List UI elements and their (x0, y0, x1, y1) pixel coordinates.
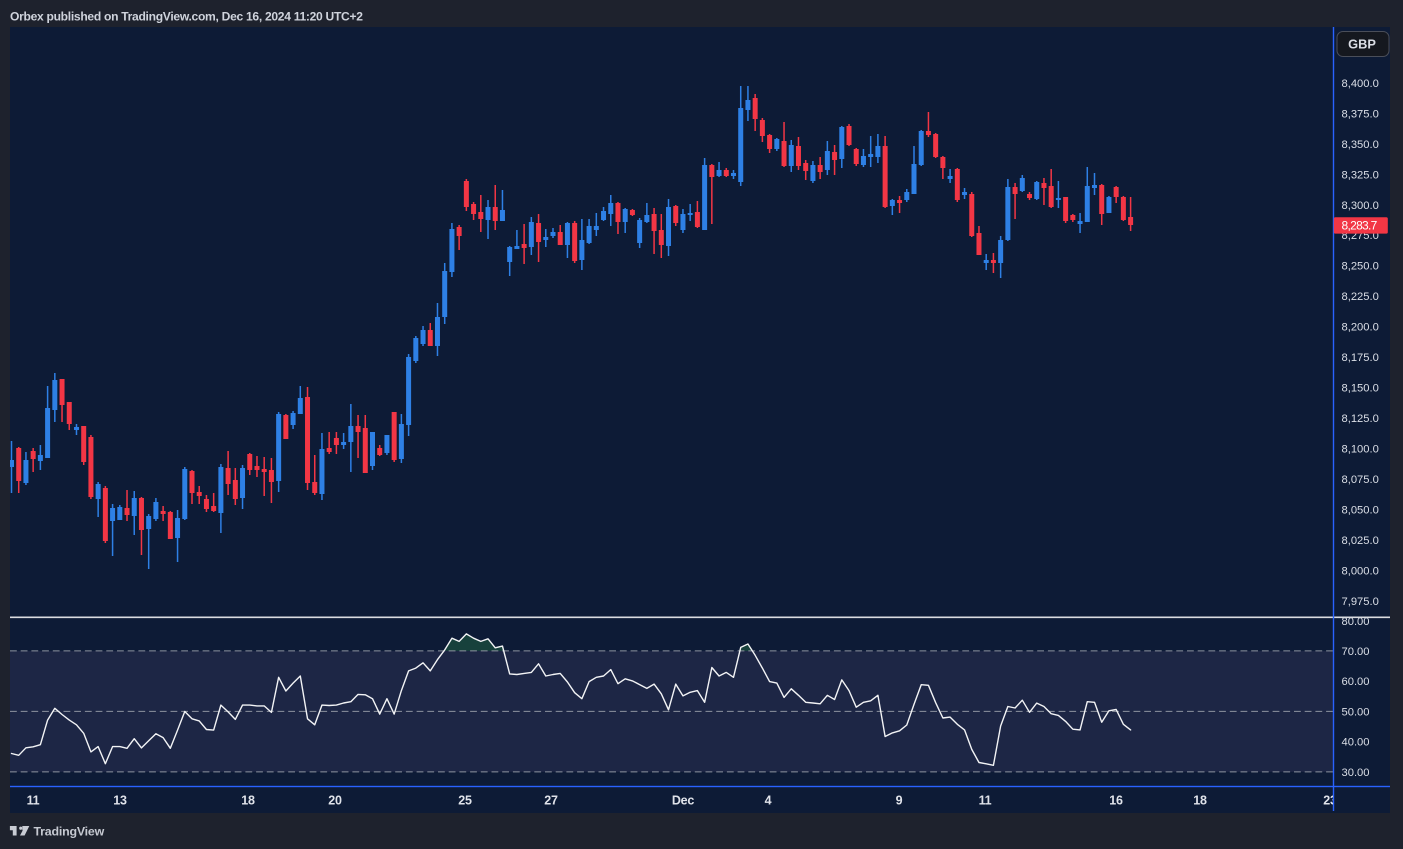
svg-text:50.00: 50.00 (1342, 706, 1370, 718)
svg-text:25: 25 (458, 794, 472, 808)
svg-text:8,150.0: 8,150.0 (1342, 383, 1379, 395)
svg-text:8,325.0: 8,325.0 (1342, 169, 1379, 181)
svg-text:27: 27 (544, 794, 558, 808)
svg-text:8,175.0: 8,175.0 (1342, 352, 1379, 364)
svg-text:9: 9 (896, 794, 903, 808)
svg-text:20: 20 (328, 794, 342, 808)
svg-text:8,300.0: 8,300.0 (1342, 200, 1379, 212)
svg-text:8,400.0: 8,400.0 (1342, 78, 1379, 90)
svg-text:80.00: 80.00 (1342, 616, 1370, 628)
svg-text:11: 11 (979, 794, 992, 808)
svg-text:8,025.0: 8,025.0 (1342, 535, 1379, 547)
svg-text:18: 18 (1193, 794, 1207, 808)
svg-text:11: 11 (27, 794, 40, 808)
svg-text:70.00: 70.00 (1342, 646, 1370, 658)
svg-text:8,375.0: 8,375.0 (1342, 108, 1379, 120)
svg-text:8,100.0: 8,100.0 (1342, 444, 1379, 456)
svg-text:7,975.0: 7,975.0 (1342, 596, 1379, 608)
svg-text:16: 16 (1109, 794, 1123, 808)
svg-text:Dec: Dec (672, 794, 695, 808)
svg-text:8,250.0: 8,250.0 (1342, 261, 1379, 273)
svg-text:GBP: GBP (1348, 36, 1376, 51)
svg-text:8,200.0: 8,200.0 (1342, 322, 1379, 334)
svg-text:8,225.0: 8,225.0 (1342, 291, 1379, 303)
svg-text:4: 4 (765, 794, 772, 808)
svg-text:60.00: 60.00 (1342, 676, 1370, 688)
svg-text:23: 23 (1323, 794, 1337, 808)
svg-text:TradingView: TradingView (34, 824, 105, 838)
svg-text:8,075.0: 8,075.0 (1342, 474, 1379, 486)
svg-text:30.00: 30.00 (1342, 767, 1370, 779)
svg-text:18: 18 (241, 794, 255, 808)
svg-text:8,125.0: 8,125.0 (1342, 413, 1379, 425)
svg-text:8,283.7: 8,283.7 (1342, 219, 1378, 233)
svg-text:13: 13 (113, 794, 127, 808)
svg-text:8,050.0: 8,050.0 (1342, 505, 1379, 517)
svg-text:8,350.0: 8,350.0 (1342, 139, 1379, 151)
svg-text:Orbex published on TradingView: Orbex published on TradingView.com, Dec … (10, 10, 363, 24)
svg-text:8,000.0: 8,000.0 (1342, 565, 1379, 577)
svg-text:40.00: 40.00 (1342, 737, 1370, 749)
